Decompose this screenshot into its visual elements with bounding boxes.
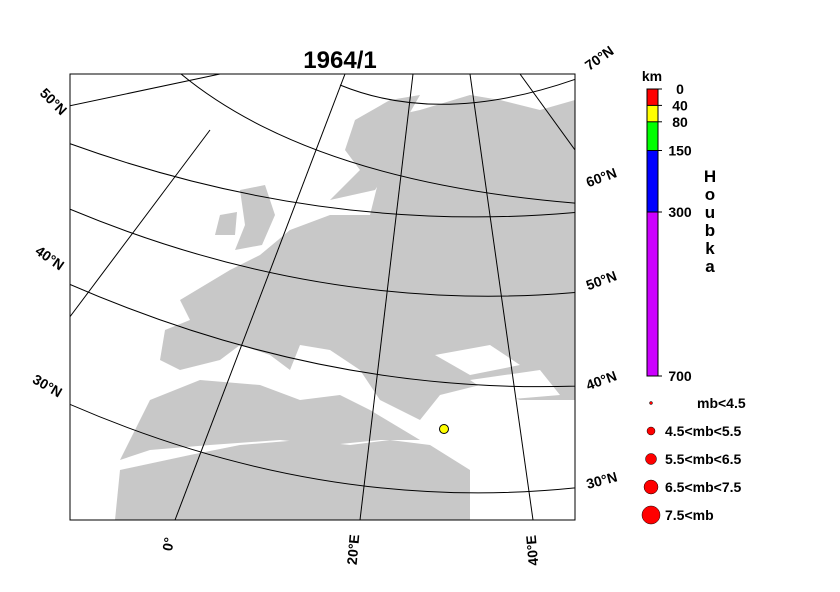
lon-label: 40°E: [523, 535, 542, 567]
depth-tick-label: 40: [672, 97, 688, 113]
depth-tick-label: 150: [668, 143, 692, 159]
depth-unit: km: [642, 68, 662, 84]
lon-label: 0°: [159, 536, 177, 552]
depth-color-segment: [647, 89, 658, 106]
lat-label: 50°N: [37, 85, 70, 118]
magnitude-label: 6.5<mb<7.5: [665, 479, 741, 495]
depth-tick-label: 0: [676, 81, 684, 97]
depth-tick-label: 300: [668, 204, 692, 220]
magnitude-symbol: [649, 401, 653, 405]
title: 1964/1: [303, 47, 376, 74]
lat-label: 40°N: [32, 242, 67, 273]
depth-tick-label: 700: [668, 368, 692, 384]
magnitude-label: 5.5<mb<6.5: [665, 451, 741, 467]
lat-label: 30°N: [30, 371, 65, 400]
magnitude-label: 4.5<mb<5.5: [665, 423, 741, 439]
depth-bar-frame: [646, 88, 659, 377]
depth-tick-label: 80: [672, 114, 688, 130]
lon-label: 20°E: [344, 534, 363, 566]
depth-color-segment: [647, 212, 658, 376]
magnitude-label: 7.5<mb: [665, 507, 714, 523]
magnitude-label: mb<4.5: [697, 395, 746, 411]
earthquake-event: [439, 424, 449, 434]
map: [70, 74, 575, 520]
depth-title: Houbka: [703, 167, 717, 276]
lat-label: 50°N: [584, 267, 619, 293]
depth-color-segment: [647, 121, 658, 151]
land: [115, 74, 575, 520]
lat-label: 40°N: [584, 367, 619, 393]
magnitude-symbol: [646, 426, 656, 436]
map-frame: [69, 73, 576, 521]
lat-label: 70°N: [582, 42, 617, 73]
lat-label: 30°N: [585, 468, 619, 492]
depth-color-segment: [647, 150, 658, 212]
magnitude-symbol: [645, 453, 657, 465]
magnitude-symbol: [641, 505, 661, 525]
magnitude-symbol: [643, 479, 659, 495]
lat-label: 60°N: [584, 164, 619, 190]
depth-color-segment: [647, 105, 658, 122]
